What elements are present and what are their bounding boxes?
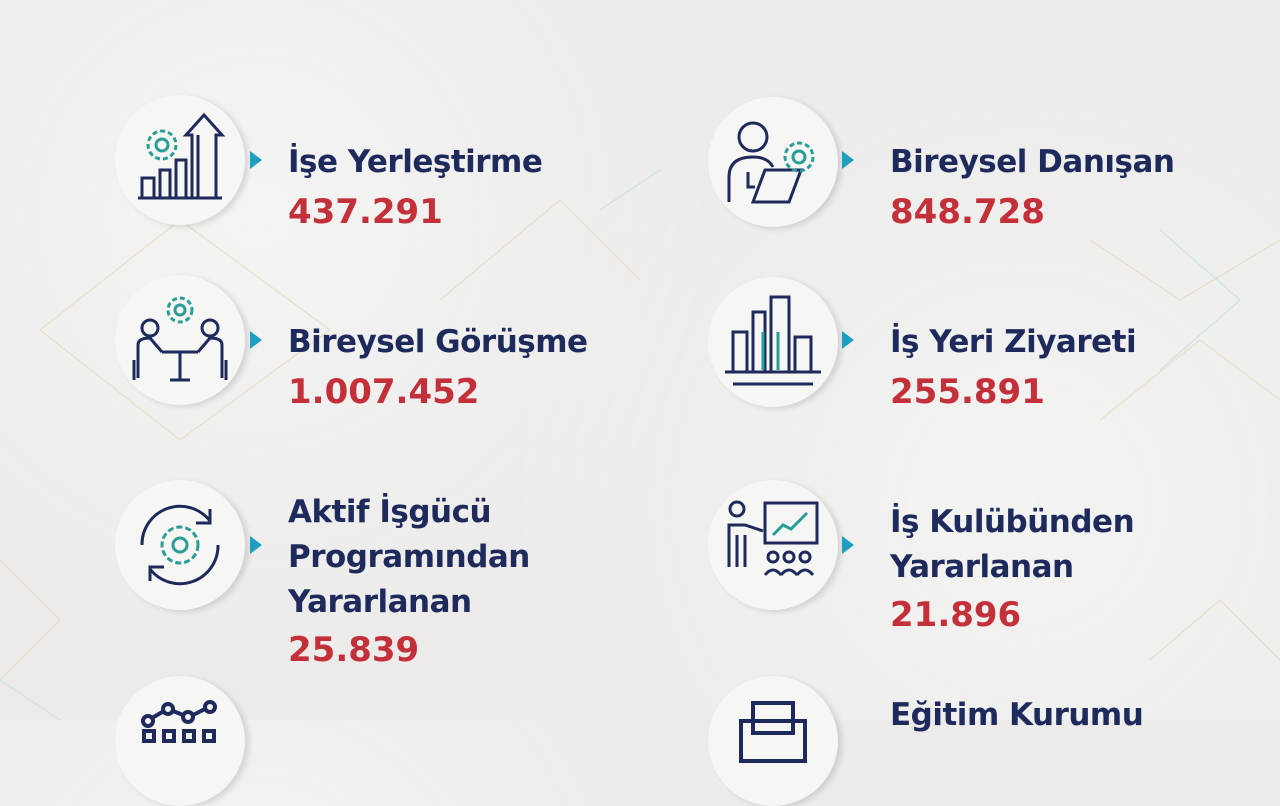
person-laptop-gear-icon [727, 121, 815, 204]
pointer-arrow-icon [842, 331, 854, 349]
icon-circle [115, 95, 245, 225]
icon-circle [708, 676, 838, 806]
stat-value: 848.728 [890, 192, 1045, 232]
presentation-audience-icon [727, 500, 819, 576]
buildings-icon [725, 295, 821, 386]
pointer-arrow-icon [842, 151, 854, 169]
icon-circle [115, 676, 245, 806]
stat-label: Eğitim Kurumu [890, 697, 1144, 733]
stat-label: İş Yeri Ziyareti [890, 324, 1137, 360]
pointer-arrow-icon [250, 536, 262, 554]
pointer-arrow-icon [250, 331, 262, 349]
stat-value: 1.007.452 [288, 372, 480, 412]
printer-icon [739, 701, 807, 763]
stat-label-line: Aktif İşgücü [288, 494, 492, 530]
icon-circle [708, 97, 838, 227]
stat-label: Bireysel Görüşme [288, 324, 588, 360]
network-nodes-icon [141, 700, 217, 743]
icon-circle [708, 277, 838, 407]
stat-label-line: Yararlanan [890, 549, 1074, 585]
stat-value: 255.891 [890, 372, 1045, 412]
stat-label-line: Programından [288, 539, 530, 575]
growth-chart-gear-icon [138, 112, 226, 200]
stat-value: 25.839 [288, 630, 420, 670]
background-pattern [0, 169, 1280, 720]
cycle-gear-icon [140, 504, 220, 586]
stat-label-line: Yararlanan [288, 584, 472, 620]
stat-value: 21.896 [890, 595, 1022, 635]
stat-label: İşe Yerleştirme [288, 144, 543, 180]
icon-circle [115, 275, 245, 405]
pointer-arrow-icon [250, 151, 262, 169]
pointer-arrow-icon [842, 536, 854, 554]
stat-label-line: İş Kulübünden [890, 504, 1135, 540]
icon-circle [708, 480, 838, 610]
meeting-table-gear-icon [132, 296, 228, 382]
icon-circle [115, 480, 245, 610]
stat-value: 437.291 [288, 192, 443, 232]
stat-label: Bireysel Danışan [890, 144, 1175, 180]
